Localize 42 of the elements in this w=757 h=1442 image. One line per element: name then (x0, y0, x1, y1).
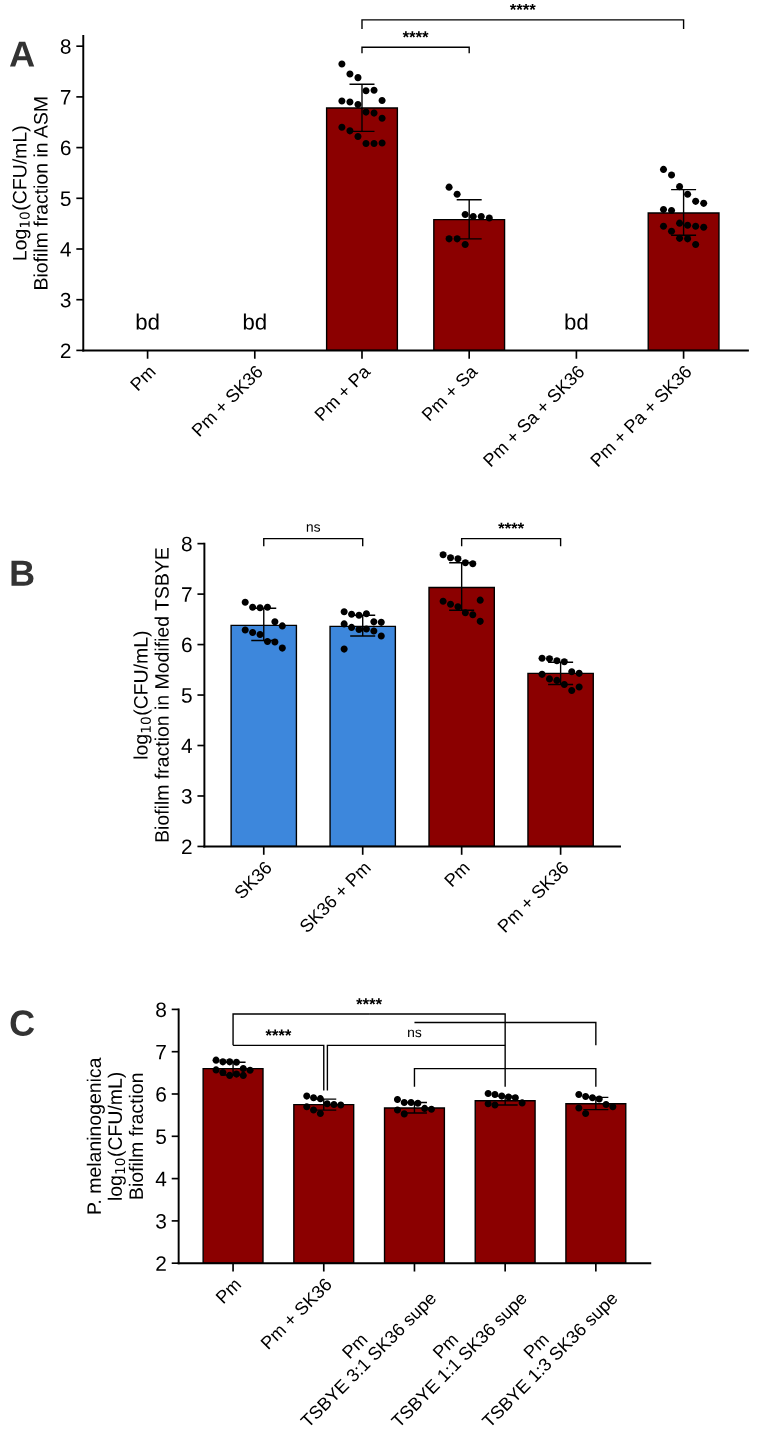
chart-title: A (9, 41, 35, 67)
text: **** (356, 998, 383, 1005)
y-tick-label: 8 (60, 39, 71, 54)
y-tick-label: 3 (156, 1213, 166, 1229)
y-tick-label: 7 (156, 1044, 166, 1060)
annotation: bd (565, 313, 588, 330)
x-tick-label: Pm + Pa (314, 364, 372, 422)
y-tick-label: 6 (156, 1087, 166, 1102)
x-tick-label: Pm + Sa (421, 363, 479, 422)
annotation: ns (408, 1029, 422, 1038)
annotation: bd (136, 313, 159, 330)
annotation: **** (265, 1029, 292, 1036)
annotation: **** (402, 31, 429, 38)
y-tick-label: 2 (156, 1256, 166, 1271)
y-tick-label: 3 (181, 788, 192, 804)
y-axis-title: P. melaninogenica log$_{10}$(CFU/mL) Biofilm fraction (86, 1057, 144, 1214)
y-tick-label: 4 (155, 1171, 167, 1187)
annotation: bd (243, 313, 266, 330)
text: ns (306, 524, 321, 532)
y-tick-label: 5 (156, 1129, 166, 1145)
text: **** (498, 522, 525, 529)
x-tick-label: Pm (444, 860, 471, 887)
y-tick-label: 6 (182, 637, 192, 653)
y-axis-title: Log$_{10}$(CFU/mL) Biofilm fraction in ASM (12, 97, 48, 289)
y-tick-label: 5 (181, 688, 192, 703)
y-tick-label: 7 (182, 587, 192, 602)
y-tick-label: 3 (60, 292, 71, 308)
y-tick-label: 2 (60, 343, 71, 358)
y-tick-label: 7 (60, 90, 71, 105)
y-tick-label: 6 (60, 140, 71, 156)
chart-title: C (10, 1010, 35, 1036)
text: **** (509, 3, 536, 11)
y-tick-label: 8 (156, 1002, 166, 1018)
chart-title: B (11, 560, 34, 586)
y-tick-label: 8 (181, 536, 192, 552)
y-tick-label: 2 (182, 839, 192, 854)
y-tick-label: 5 (60, 191, 71, 207)
x-tick-label: Pm (215, 1277, 242, 1304)
y-axis-title: log$_{10}$(CFU/mL) Biofilm fraction in Modified TSBYE (133, 547, 169, 842)
y-tick-label: 4 (181, 738, 192, 754)
y-tick-label: 4 (60, 242, 71, 257)
x-tick-label: Pm (129, 364, 156, 391)
